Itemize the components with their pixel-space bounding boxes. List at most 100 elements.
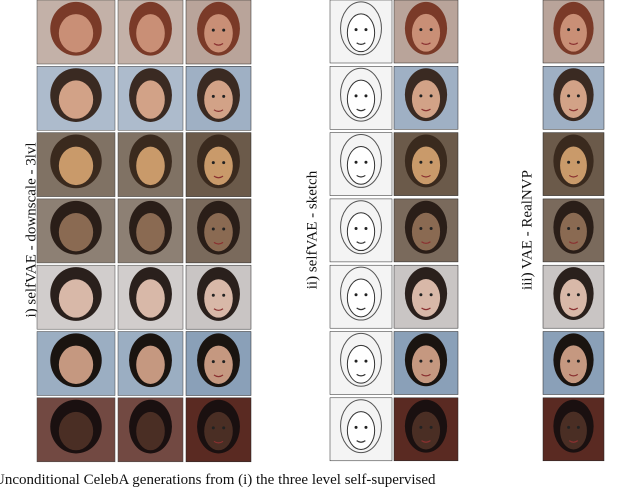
face <box>411 411 441 450</box>
eye <box>429 94 433 98</box>
mouth <box>421 108 431 112</box>
eye <box>567 359 571 363</box>
eye <box>576 293 580 297</box>
eye <box>354 28 358 32</box>
mouth <box>356 42 366 46</box>
face <box>204 212 233 252</box>
eye <box>429 160 433 164</box>
face <box>136 14 165 53</box>
mouth <box>213 175 224 179</box>
eye <box>429 227 433 231</box>
face <box>204 14 233 53</box>
eye <box>211 360 215 364</box>
eye <box>576 227 580 231</box>
eye <box>354 359 358 363</box>
eye <box>211 28 215 32</box>
face <box>411 345 441 384</box>
eye <box>354 293 358 297</box>
eye <box>222 94 226 98</box>
face <box>560 146 587 185</box>
mouth <box>568 373 579 377</box>
face <box>136 80 165 119</box>
eye <box>211 227 215 231</box>
face <box>346 79 376 119</box>
eye <box>222 293 226 297</box>
face <box>58 411 94 451</box>
eye <box>364 227 368 231</box>
eye <box>211 293 215 297</box>
eye <box>364 28 368 32</box>
eye <box>222 28 226 32</box>
eye <box>222 360 226 364</box>
face <box>346 145 376 185</box>
caption: Unconditional CelebA generations from (i… <box>0 472 436 488</box>
eye <box>222 227 226 231</box>
face <box>560 411 587 450</box>
eye <box>222 426 226 430</box>
face <box>411 212 441 251</box>
mouth <box>356 174 366 178</box>
eye <box>222 161 226 165</box>
face <box>204 345 233 384</box>
mouth <box>356 108 366 112</box>
face <box>346 278 376 318</box>
eye <box>354 227 358 231</box>
eye <box>211 161 215 165</box>
eye <box>576 28 580 32</box>
face <box>58 80 94 119</box>
eye <box>364 293 368 297</box>
face <box>136 411 165 451</box>
face <box>204 146 233 186</box>
face <box>411 146 441 185</box>
eye <box>567 425 571 429</box>
eye <box>576 94 580 98</box>
hair <box>340 399 382 454</box>
eye <box>576 425 580 429</box>
mouth <box>356 373 366 377</box>
hair <box>340 332 382 387</box>
mouth <box>421 241 431 244</box>
mouth <box>213 241 224 245</box>
face <box>204 80 233 119</box>
face <box>560 345 587 384</box>
mouth <box>568 42 579 46</box>
eye <box>567 28 571 32</box>
image-grid <box>36 0 605 463</box>
face <box>204 411 233 451</box>
eye <box>567 160 571 164</box>
mouth <box>213 440 224 444</box>
panel-label: i) selfVAE - downscale - 3lvl <box>23 142 39 317</box>
face <box>560 279 587 317</box>
eye <box>576 359 580 363</box>
eye <box>354 425 358 429</box>
face <box>346 411 376 450</box>
mouth <box>421 307 431 311</box>
face <box>58 279 94 318</box>
eye <box>567 227 571 231</box>
eye <box>354 94 358 98</box>
face <box>204 279 233 318</box>
face <box>560 80 587 118</box>
eye <box>567 94 571 98</box>
eye <box>576 160 580 164</box>
face <box>411 279 441 317</box>
eye <box>419 425 423 429</box>
eye <box>419 94 423 98</box>
eye <box>419 293 423 297</box>
eye <box>364 359 368 363</box>
mouth <box>568 440 579 443</box>
eye <box>429 293 433 297</box>
eye <box>429 28 433 32</box>
mouth <box>568 307 579 311</box>
hair <box>340 67 382 122</box>
eye <box>364 94 368 98</box>
eye <box>419 28 423 32</box>
panel-label: ii) selfVAE - sketch <box>304 170 320 289</box>
face <box>346 344 376 384</box>
mouth <box>421 440 431 443</box>
face <box>560 212 587 251</box>
eye <box>429 425 433 429</box>
face <box>58 14 94 53</box>
mouth <box>568 241 579 244</box>
